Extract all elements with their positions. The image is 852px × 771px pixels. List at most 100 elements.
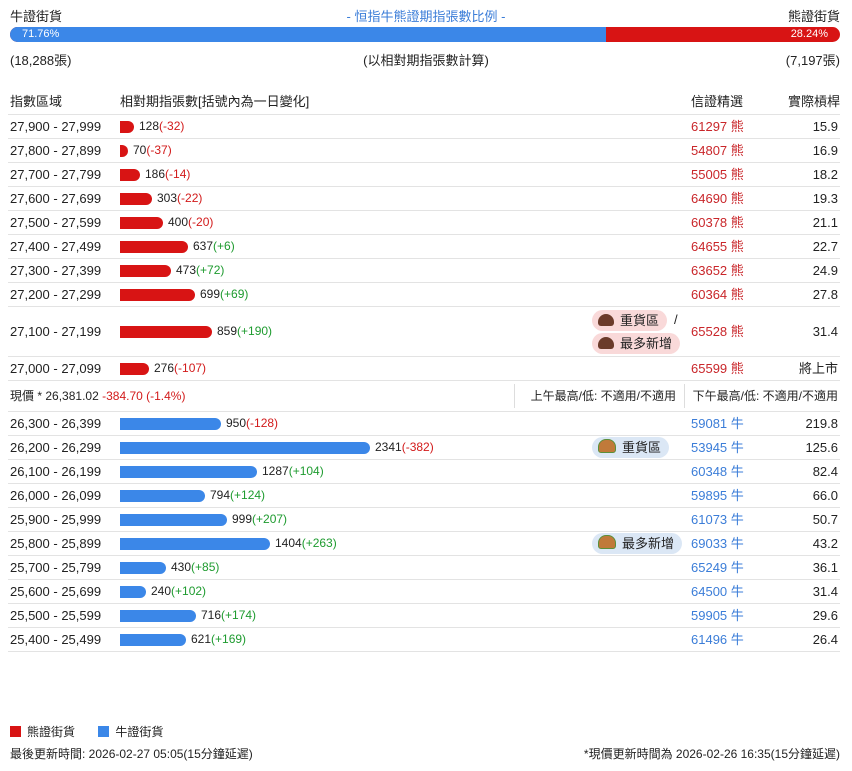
row-bar	[120, 217, 163, 229]
warrant-link[interactable]: 61496 牛	[691, 628, 744, 651]
row-count: 699(+69)	[200, 283, 248, 306]
warrant-kind: 熊	[730, 167, 744, 182]
table-row: 25,800 - 25,899 1404(+263) 最多新增 69033 牛 43.2	[8, 531, 840, 555]
bear-count: (7,197張)	[785, 53, 840, 68]
row-leverage: 31.4	[812, 584, 838, 599]
change-value: (-37)	[146, 143, 172, 157]
row-bar	[120, 265, 171, 277]
change-value: (+102)	[171, 584, 207, 598]
cbbc-table: 27,900 - 27,999 128(-32) 61297 熊 15.9 27,800…	[8, 114, 840, 652]
row-count: 430(+85)	[171, 556, 219, 579]
warrant-link[interactable]: 60364 熊	[691, 283, 744, 306]
row-range: 27,500 - 27,599	[10, 215, 102, 230]
warrant-link[interactable]: 60378 熊	[691, 211, 744, 234]
change-value: (+263)	[301, 536, 337, 550]
warrant-code: 65528	[691, 324, 728, 339]
change-value: (+124)	[230, 488, 266, 502]
warrant-kind: 熊	[730, 143, 744, 158]
warrant-link[interactable]: 55005 熊	[691, 163, 744, 186]
heavy-zone-badge: 重貨區	[592, 310, 668, 331]
count-value: 1287	[262, 464, 289, 478]
bull-icon	[598, 535, 616, 549]
row-leverage: 31.4	[812, 324, 838, 339]
legend-bear-swatch	[10, 726, 21, 737]
divider	[514, 384, 515, 408]
row-bar	[120, 418, 221, 430]
warrant-code: 64500	[691, 584, 728, 599]
warrant-link[interactable]: 65528 熊	[691, 307, 744, 356]
warrant-code: 61073	[691, 512, 728, 527]
warrant-link[interactable]: 53945 牛	[691, 436, 744, 459]
warrant-link[interactable]: 61297 熊	[691, 115, 744, 138]
bull-icon	[598, 439, 616, 453]
col-leverage: 實際槓桿	[787, 94, 840, 109]
row-bar	[120, 562, 166, 574]
row-range: 27,600 - 27,699	[10, 191, 102, 206]
warrant-link[interactable]: 64500 牛	[691, 580, 744, 603]
warrant-code: 60348	[691, 464, 728, 479]
row-range: 27,000 - 27,099	[10, 361, 102, 376]
row-leverage: 36.1	[812, 560, 838, 575]
count-value: 240	[151, 584, 172, 598]
row-range: 26,300 - 26,399	[10, 416, 102, 431]
warrant-link[interactable]: 59905 牛	[691, 604, 744, 627]
row-range: 27,100 - 27,199	[10, 324, 102, 339]
row-bar	[120, 363, 149, 375]
table-row: 27,900 - 27,999 128(-32) 61297 熊 15.9	[8, 114, 840, 138]
table-row: 26,200 - 26,299 2341(-382) 重貨區 53945 牛 125.6	[8, 435, 840, 459]
row-range: 26,200 - 26,299	[10, 440, 102, 455]
change-value: (-20)	[188, 215, 214, 229]
row-bar	[120, 121, 134, 133]
count-value: 276	[154, 361, 175, 375]
warrant-link[interactable]: 59895 牛	[691, 484, 744, 507]
most-new-badge: 最多新增	[592, 533, 683, 554]
change-value: (+6)	[213, 239, 235, 253]
row-range: 27,300 - 27,399	[10, 263, 102, 278]
warrant-code: 60378	[691, 215, 728, 230]
warrant-link[interactable]: 60348 牛	[691, 460, 744, 483]
count-value: 950	[226, 416, 247, 430]
row-range: 27,200 - 27,299	[10, 287, 102, 302]
row-leverage: 29.6	[812, 608, 838, 623]
warrant-code: 63652	[691, 263, 728, 278]
current-price: 現價 * 26,381.02 -384.70 (-1.4%)	[10, 381, 185, 411]
warrant-link[interactable]: 65599 熊	[691, 357, 744, 380]
warrant-code: 59905	[691, 608, 728, 623]
warrant-link[interactable]: 65249 牛	[691, 556, 744, 579]
warrant-code: 64655	[691, 239, 728, 254]
table-row: 26,300 - 26,399 950(-128) 59081 牛 219.8	[8, 411, 840, 435]
row-bar	[120, 586, 146, 598]
row-range: 27,800 - 27,899	[10, 143, 102, 158]
warrant-kind: 熊	[730, 119, 744, 134]
row-bar	[120, 145, 128, 157]
row-count: 186(-14)	[145, 163, 190, 186]
row-bar	[120, 466, 257, 478]
change-value: (-128)	[246, 416, 279, 430]
table-row: 27,300 - 27,399 473(+72) 63652 熊 24.9	[8, 258, 840, 282]
warrant-link[interactable]: 64655 熊	[691, 235, 744, 258]
row-leverage: 26.4	[812, 632, 838, 647]
row-bar	[120, 289, 195, 301]
count-value: 400	[168, 215, 189, 229]
divider	[684, 384, 685, 408]
count-value: 794	[210, 488, 231, 502]
bull-label: 牛證街貨	[10, 9, 63, 24]
warrant-link[interactable]: 54807 熊	[691, 139, 744, 162]
row-count: 1287(+104)	[262, 460, 324, 483]
change-value: (+104)	[288, 464, 324, 478]
row-count: 794(+124)	[210, 484, 265, 507]
row-range: 25,500 - 25,599	[10, 608, 102, 623]
warrant-link[interactable]: 69033 牛	[691, 532, 744, 555]
row-count: 400(-20)	[168, 211, 213, 234]
table-row: 27,800 - 27,899 70(-37) 54807 熊 16.9	[8, 138, 840, 162]
warrant-link[interactable]: 63652 熊	[691, 259, 744, 282]
table-row: 25,600 - 25,699 240(+102) 64500 牛 31.4	[8, 579, 840, 603]
count-value: 637	[193, 239, 214, 253]
price-value: 26,381.02	[45, 389, 99, 403]
warrant-kind: 熊	[730, 287, 744, 302]
warrant-code: 65249	[691, 560, 728, 575]
warrant-link[interactable]: 59081 牛	[691, 412, 744, 435]
warrant-link[interactable]: 61073 牛	[691, 508, 744, 531]
warrant-kind: 熊	[730, 191, 744, 206]
warrant-link[interactable]: 64690 熊	[691, 187, 744, 210]
